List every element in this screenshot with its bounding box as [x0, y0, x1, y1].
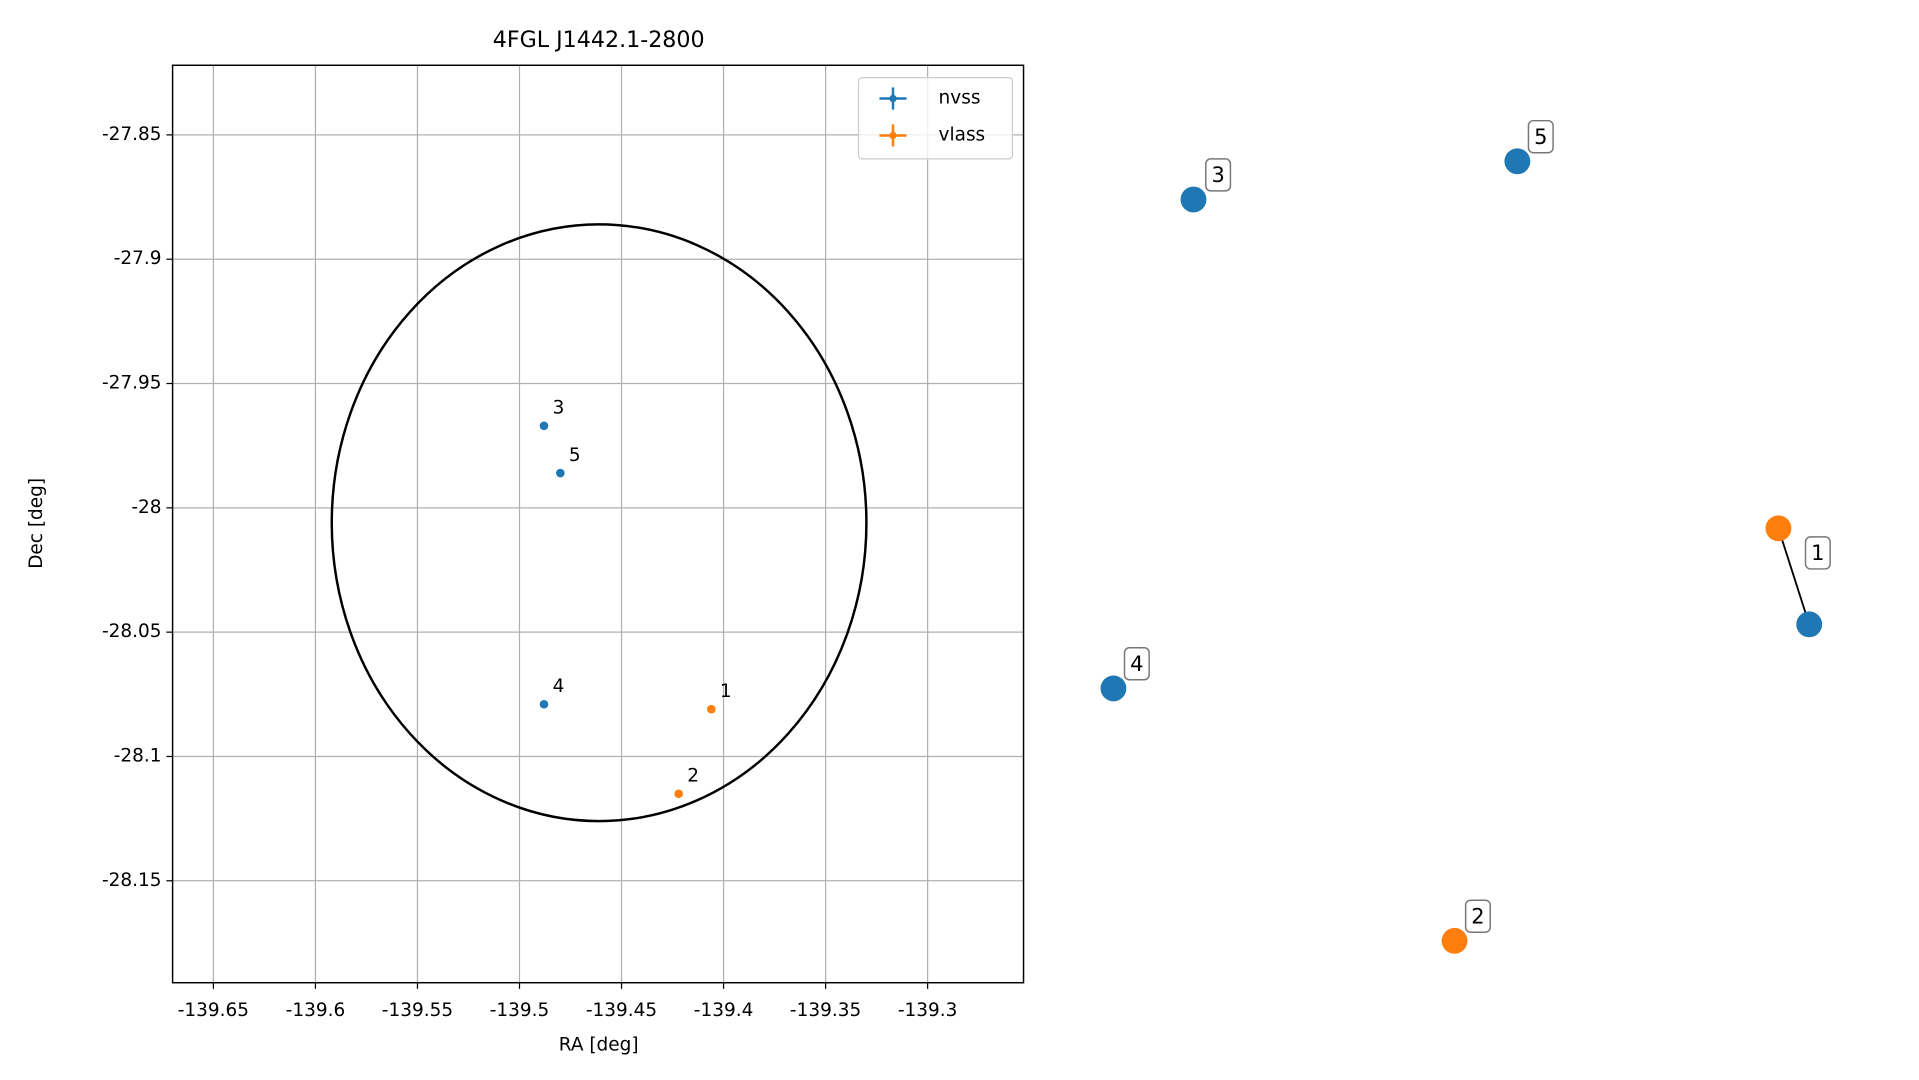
legend-marker	[889, 94, 897, 103]
x-tick-label: -139.45	[586, 1000, 657, 1021]
x-tick-label: -139.5	[490, 1000, 550, 1021]
graph-label: 3	[1211, 163, 1224, 187]
y-tick-label: -28.1	[114, 745, 162, 766]
localization-ellipse	[330, 223, 868, 823]
graph-label-box	[1464, 899, 1492, 933]
data-point	[539, 699, 549, 709]
y-tick-label: -28.15	[102, 870, 162, 891]
point-label: 2	[687, 766, 699, 787]
data-point	[539, 421, 549, 431]
x-axis-label: RA [deg]	[559, 1035, 639, 1056]
graph-node	[1441, 927, 1468, 954]
y-tick-label: -28.05	[102, 621, 162, 642]
graph-label: 1	[1811, 541, 1824, 565]
graph-label: 2	[1471, 904, 1484, 928]
point-label: 4	[553, 676, 565, 697]
legend-label: vlass	[939, 124, 986, 145]
legend-box	[857, 76, 1014, 160]
x-tick-label: -139.55	[382, 1000, 453, 1021]
chart-title: 4FGL J1442.1-2800	[493, 27, 705, 53]
x-tick-label: -139.6	[286, 1000, 346, 1021]
data-point	[707, 704, 716, 714]
graph-label-box	[1205, 158, 1232, 192]
x-tick-label: -139.35	[790, 1000, 861, 1021]
graph-label-box	[1123, 647, 1150, 681]
data-point	[556, 468, 565, 478]
y-tick-label: -27.85	[102, 124, 162, 145]
graph-node	[1796, 611, 1823, 638]
graph-label-box	[1804, 536, 1831, 570]
point-label: 3	[553, 398, 565, 419]
point-label: 1	[720, 681, 732, 702]
graph-node	[1765, 515, 1792, 542]
graph-node	[1180, 186, 1207, 213]
legend-marker	[889, 131, 897, 140]
graph-label: 4	[1130, 652, 1143, 676]
y-axis-label: Dec [deg]	[26, 478, 47, 569]
y-tick-label: -28	[131, 497, 161, 518]
data-point	[674, 789, 683, 799]
graph-edge	[1777, 528, 1811, 625]
y-tick-label: -27.9	[114, 248, 162, 269]
x-tick-label: -139.65	[178, 1000, 249, 1021]
graph-label-box	[1527, 119, 1554, 154]
axes-frame	[171, 64, 1025, 984]
x-tick-label: -139.4	[694, 1000, 754, 1021]
point-label: 5	[569, 445, 581, 466]
graph-node	[1504, 148, 1531, 175]
graph-label: 5	[1534, 125, 1547, 149]
x-tick-label: -139.3	[898, 1000, 958, 1021]
legend-label: nvss	[939, 88, 981, 109]
graph-node	[1100, 675, 1127, 702]
y-tick-label: -27.95	[102, 373, 162, 394]
